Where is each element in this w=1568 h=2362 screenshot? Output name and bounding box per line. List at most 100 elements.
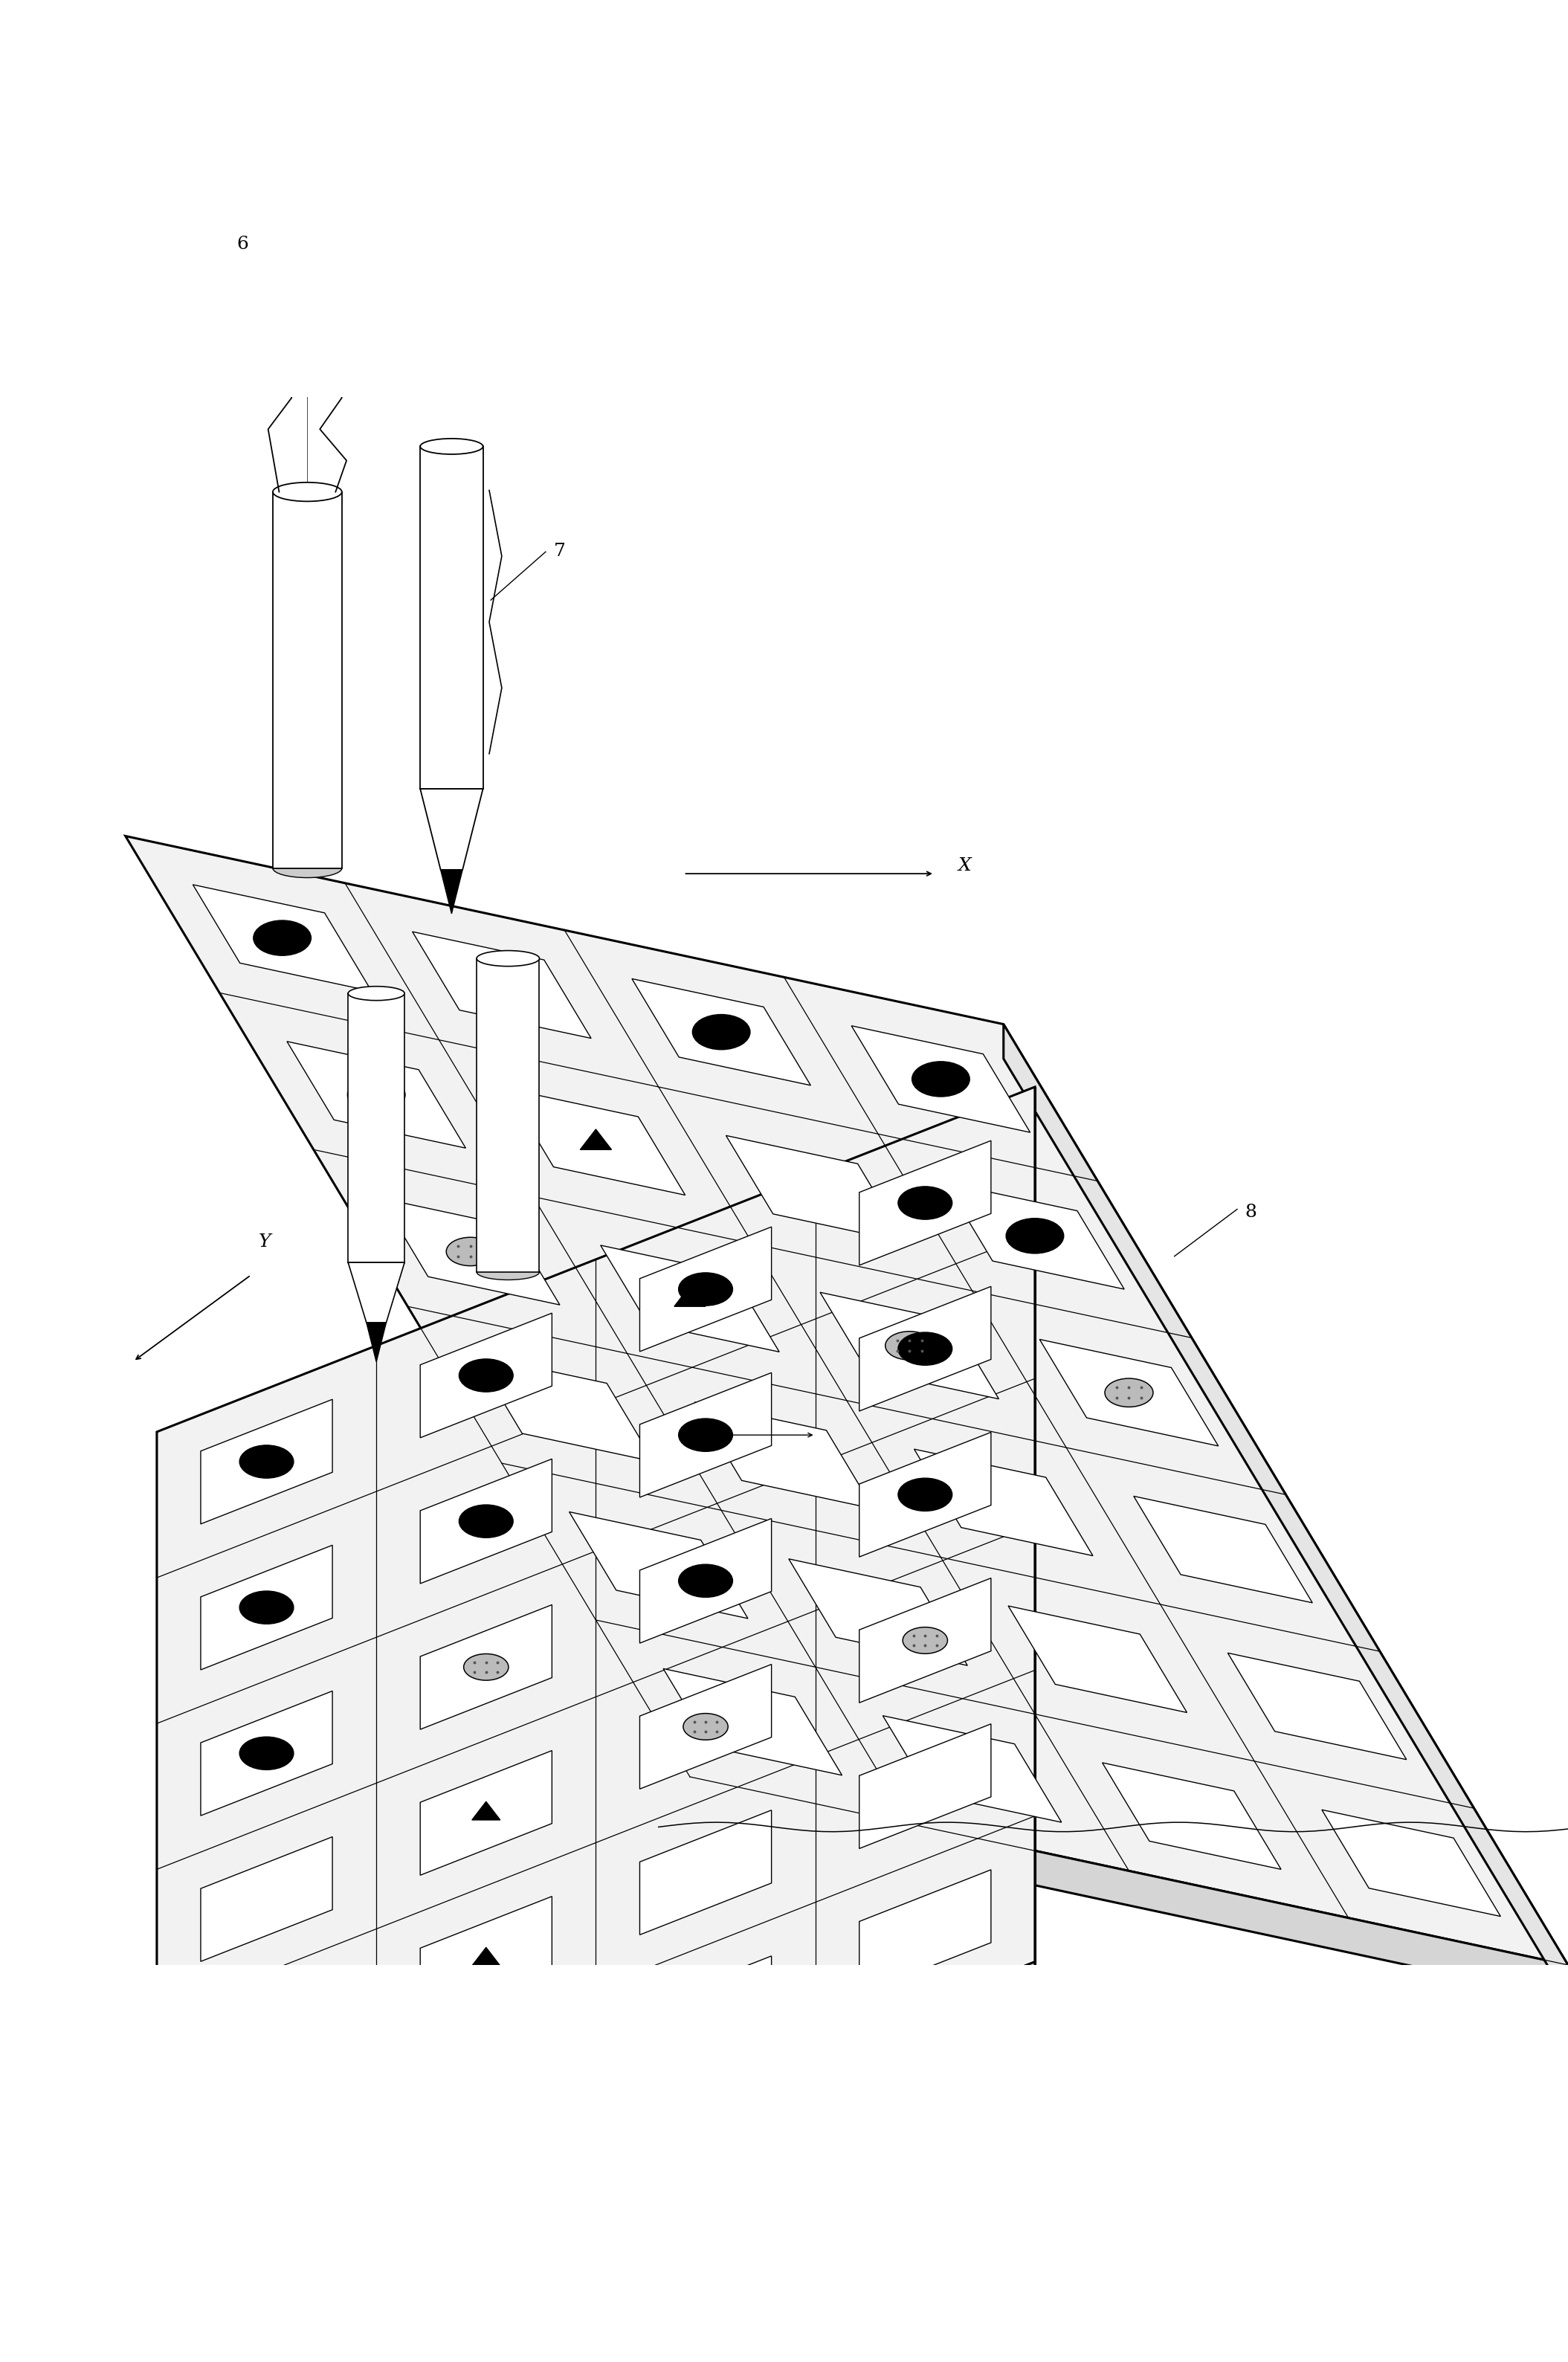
Ellipse shape [240,1446,293,1479]
Ellipse shape [459,1505,513,1538]
Ellipse shape [886,1332,933,1361]
Polygon shape [157,1963,1035,2341]
Text: 8: 8 [1245,1205,1258,1221]
Polygon shape [420,1460,552,1583]
Ellipse shape [1007,1219,1063,1254]
Polygon shape [859,1141,991,1266]
Ellipse shape [464,1653,508,1679]
Ellipse shape [898,1479,952,1512]
Polygon shape [477,959,539,1273]
Polygon shape [201,2128,332,2253]
Polygon shape [201,1691,332,1816]
Polygon shape [1228,1653,1406,1760]
Polygon shape [946,1183,1124,1290]
Ellipse shape [1105,1379,1152,1408]
Ellipse shape [348,1254,405,1268]
Polygon shape [726,1136,905,1242]
Ellipse shape [477,950,539,966]
Ellipse shape [898,1332,952,1365]
Polygon shape [1040,1339,1218,1446]
Text: 6: 6 [237,236,249,253]
Polygon shape [348,1261,405,1323]
Polygon shape [632,978,811,1087]
Polygon shape [420,446,483,789]
Ellipse shape [679,1420,732,1453]
Polygon shape [851,1025,1030,1131]
Polygon shape [486,973,517,992]
Ellipse shape [903,1627,947,1653]
Text: 7: 7 [554,543,566,560]
Polygon shape [475,1356,654,1462]
Polygon shape [201,1545,332,1670]
Polygon shape [859,1724,991,1849]
Ellipse shape [684,1712,728,1741]
Ellipse shape [477,1264,539,1280]
Polygon shape [420,1750,552,1875]
Ellipse shape [447,1238,494,1266]
Polygon shape [820,1292,999,1398]
Polygon shape [640,1519,771,1644]
Text: Y: Y [259,1233,271,1249]
Polygon shape [157,1087,1035,2308]
Ellipse shape [348,987,405,1001]
Polygon shape [663,1668,842,1776]
Ellipse shape [693,1016,750,1049]
Polygon shape [420,2043,552,2166]
Ellipse shape [240,1592,293,1625]
Polygon shape [695,1403,873,1509]
Ellipse shape [898,1186,952,1219]
Polygon shape [201,1982,332,2107]
Polygon shape [412,931,591,1039]
Polygon shape [859,1431,991,1557]
Ellipse shape [240,1736,293,1769]
Polygon shape [441,869,463,914]
Polygon shape [859,1287,991,1410]
Polygon shape [580,1129,612,1150]
Polygon shape [914,1450,1093,1557]
Polygon shape [125,836,1568,1965]
Polygon shape [420,789,483,869]
Ellipse shape [254,921,310,957]
Polygon shape [640,1956,771,2081]
Polygon shape [601,1245,779,1351]
Polygon shape [569,1512,748,1618]
Polygon shape [201,1838,332,1960]
Polygon shape [348,994,405,1261]
Polygon shape [859,1871,991,1994]
Ellipse shape [273,860,342,879]
Polygon shape [472,1946,500,1965]
Ellipse shape [459,1358,513,1391]
Ellipse shape [913,1061,969,1096]
Polygon shape [472,1802,500,1821]
Polygon shape [859,1578,991,1703]
Polygon shape [506,1089,685,1195]
Polygon shape [640,1809,771,1934]
Polygon shape [1134,1495,1312,1604]
Polygon shape [420,1313,552,1438]
Polygon shape [1008,1606,1187,1712]
Polygon shape [640,1372,771,1498]
Ellipse shape [420,439,483,454]
Polygon shape [789,1559,967,1665]
Text: X: X [958,857,971,874]
Ellipse shape [348,1077,405,1113]
Polygon shape [420,1897,552,2022]
Polygon shape [1102,1762,1281,1868]
Polygon shape [640,1226,771,1351]
Polygon shape [640,1665,771,1788]
Polygon shape [690,1776,1568,2001]
Polygon shape [273,491,342,869]
Polygon shape [883,1715,1062,1823]
Polygon shape [674,1285,706,1306]
Polygon shape [287,1042,466,1148]
Ellipse shape [679,1564,732,1597]
Polygon shape [1004,1025,1568,2001]
Polygon shape [420,1604,552,1729]
Polygon shape [1322,1809,1501,1916]
Ellipse shape [273,482,342,501]
Polygon shape [367,1323,386,1363]
Polygon shape [193,886,372,992]
Polygon shape [201,1398,332,1523]
Ellipse shape [420,782,483,796]
Polygon shape [381,1198,560,1304]
